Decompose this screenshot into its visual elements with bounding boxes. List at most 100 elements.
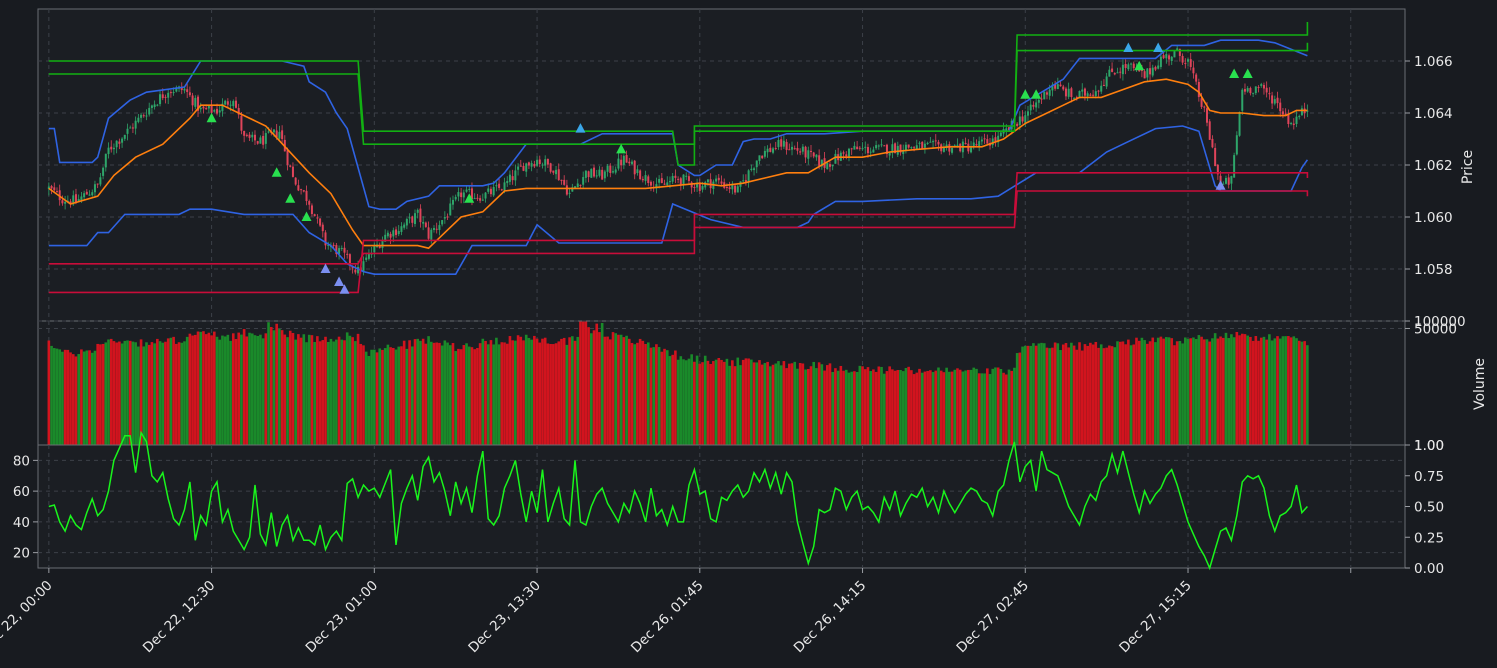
volume-bar — [948, 371, 951, 445]
price-tick-label-2: 1.062 — [1414, 158, 1453, 174]
candle-body — [443, 217, 446, 219]
volume-bar — [318, 341, 322, 445]
volume-bar — [210, 335, 213, 445]
candle-body — [742, 180, 745, 182]
candle-body — [744, 180, 747, 182]
volume-bar — [519, 336, 523, 445]
candle-body — [709, 179, 712, 189]
candle-body — [514, 170, 517, 181]
volume-bar — [356, 333, 360, 445]
candle-body — [1143, 71, 1146, 79]
volume-bar — [269, 327, 273, 445]
candle-body — [1224, 177, 1227, 184]
candle-body — [641, 178, 644, 181]
volume-bar — [1010, 370, 1014, 445]
volume-bar — [310, 335, 314, 445]
volume-bar — [1089, 342, 1092, 445]
candle-body — [693, 187, 696, 189]
candle-body — [574, 186, 577, 189]
volume-bar — [1211, 338, 1214, 445]
candle-body — [1016, 123, 1019, 127]
candle-body — [1121, 64, 1124, 75]
candle-body — [1176, 48, 1179, 51]
volume-bar — [248, 332, 251, 445]
volume-bar — [405, 348, 409, 445]
candle-body — [294, 177, 297, 185]
volume-bar — [1151, 337, 1155, 445]
volume-bar — [1175, 341, 1179, 445]
candle-body — [649, 181, 652, 186]
volume-bar — [467, 346, 471, 445]
volume-bar — [1181, 343, 1184, 445]
candle-body — [202, 106, 205, 109]
oscillator-right-tick-label-4: 1.00 — [1414, 438, 1444, 454]
volume-bar — [779, 365, 783, 445]
volume-bar — [722, 361, 726, 445]
volume-bar — [950, 371, 954, 445]
volume-bar — [1048, 348, 1051, 445]
candle-body — [869, 151, 872, 153]
volume-bar — [109, 338, 113, 445]
volume-bar — [340, 339, 344, 445]
volume-bar — [739, 365, 742, 445]
signal-marker-11 — [1031, 89, 1042, 99]
volume-bar — [1178, 341, 1182, 445]
candle-body — [571, 187, 574, 192]
volume-bar — [1287, 336, 1290, 445]
candle-body — [129, 127, 132, 129]
volume-bar — [1132, 344, 1136, 445]
volume-bar — [61, 351, 64, 445]
price-tick-label-0: 1.058 — [1414, 262, 1453, 278]
volume-bar — [693, 361, 696, 445]
volume-bar — [663, 348, 666, 445]
candle-body — [525, 163, 528, 172]
volume-bar — [489, 340, 493, 445]
candle-body — [720, 181, 723, 184]
volume-bar — [1292, 336, 1296, 445]
candle-body — [793, 148, 796, 150]
candle-body — [245, 134, 248, 136]
candle-body — [1045, 92, 1048, 95]
volume-bar — [815, 368, 818, 445]
candle-body — [1154, 66, 1157, 70]
volume-bar — [736, 357, 740, 445]
volume-bar — [52, 348, 56, 445]
candle-body — [1026, 111, 1029, 116]
candle-body — [289, 165, 292, 167]
volume-bar — [581, 321, 585, 445]
volume-bar — [497, 344, 501, 445]
volume-bar — [313, 341, 316, 445]
candle-body — [77, 199, 80, 202]
candle-body — [782, 140, 785, 147]
candle-body — [169, 92, 172, 94]
signal-marker-13 — [1134, 60, 1145, 71]
candle-body — [1086, 93, 1089, 97]
volume-bar — [101, 343, 105, 445]
volume-bar — [185, 336, 189, 445]
volume-bar — [617, 334, 620, 445]
candle-body — [1238, 112, 1241, 136]
candle-body — [96, 183, 99, 185]
signal-marker-7 — [464, 193, 475, 203]
candle-body — [598, 169, 601, 176]
candle-body — [1097, 90, 1100, 92]
candle-body — [975, 144, 978, 146]
candle-body — [131, 127, 134, 129]
candle-body — [858, 147, 861, 149]
volume-bar — [1213, 333, 1217, 445]
candle-body — [777, 140, 780, 148]
volume-bar — [267, 322, 270, 445]
candle-body — [1298, 116, 1301, 118]
candle-body — [761, 155, 764, 159]
candle-body — [1127, 64, 1130, 70]
volume-bar — [99, 344, 102, 445]
signal-marker-9 — [616, 143, 627, 154]
volume-bar — [1075, 349, 1079, 445]
volume-bar — [1189, 338, 1193, 445]
volume-bar — [286, 337, 289, 445]
volume-bar — [514, 340, 517, 445]
signal-marker-14 — [1153, 42, 1164, 52]
candle-body — [617, 158, 620, 169]
candle-body — [883, 145, 886, 147]
